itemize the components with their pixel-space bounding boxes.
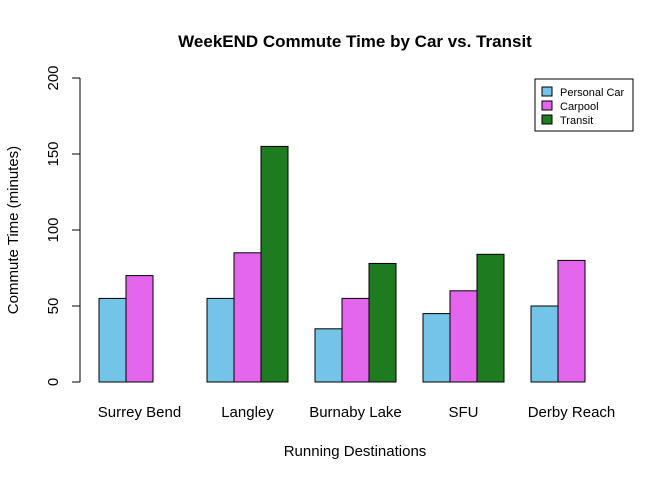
x-axis-label: Running Destinations bbox=[284, 443, 427, 460]
bar-personal-car bbox=[422, 313, 451, 383]
legend-swatch bbox=[541, 86, 553, 97]
x-tick-label: Surrey Bend bbox=[98, 404, 181, 421]
y-tick-label: 200 bbox=[45, 65, 62, 90]
legend-label: Transit bbox=[560, 115, 593, 127]
legend: Personal Car Carpool Transit bbox=[534, 78, 634, 132]
bar-carpool bbox=[557, 259, 586, 383]
bar-transit bbox=[260, 145, 289, 383]
bars-group bbox=[98, 145, 586, 383]
x-tick-labels: Surrey Bend Langley Burnaby Lake SFU Derby R… bbox=[98, 404, 615, 421]
x-tick-label: Derby Reach bbox=[528, 404, 616, 421]
legend-swatch bbox=[541, 114, 553, 125]
legend-label: Carpool bbox=[560, 101, 599, 113]
y-tick-label: 150 bbox=[45, 141, 62, 166]
x-tick-label: Langley bbox=[221, 404, 274, 421]
y-tick-label: 0 bbox=[45, 378, 62, 386]
x-tick-label: Burnaby Lake bbox=[309, 404, 402, 421]
y-tick-label: 50 bbox=[45, 298, 62, 315]
bar-carpool bbox=[233, 252, 262, 383]
y-tick-label: 100 bbox=[45, 217, 62, 242]
y-axis: 0 50 100 150 200 bbox=[45, 65, 81, 386]
bar-carpool bbox=[341, 297, 370, 383]
bar-personal-car bbox=[314, 328, 343, 383]
chart-title: WeekEND Commute Time by Car vs. Transit bbox=[178, 32, 532, 51]
bar-carpool bbox=[449, 290, 478, 383]
bar-transit bbox=[476, 253, 505, 383]
bar-personal-car bbox=[98, 297, 127, 383]
x-tick-label: SFU bbox=[449, 404, 479, 421]
bar-carpool bbox=[125, 275, 154, 383]
legend-swatch bbox=[541, 100, 553, 111]
bar-personal-car bbox=[206, 297, 235, 383]
bar-transit bbox=[368, 262, 397, 383]
y-axis-label: Commute Time (minutes) bbox=[5, 146, 22, 314]
bar-personal-car bbox=[530, 305, 559, 383]
legend-label: Personal Car bbox=[560, 87, 625, 99]
